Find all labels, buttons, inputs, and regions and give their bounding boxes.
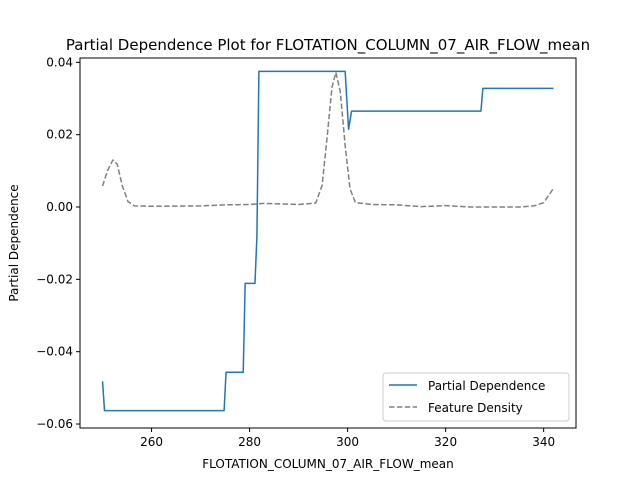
chart-title: Partial Dependence Plot for FLOTATION_CO… bbox=[66, 36, 590, 55]
y-axis-label: Partial Dependence bbox=[7, 184, 21, 301]
x-tick-label: 280 bbox=[238, 435, 261, 449]
y-tick-label: −0.02 bbox=[36, 272, 73, 286]
y-tick-label: 0.02 bbox=[46, 128, 73, 142]
x-tick-label: 260 bbox=[140, 435, 163, 449]
x-axis-label: FLOTATION_COLUMN_07_AIR_FLOW_mean bbox=[202, 457, 453, 471]
y-tick-label: −0.06 bbox=[36, 417, 73, 431]
y-tick-label: 0.04 bbox=[46, 55, 73, 69]
plot-area bbox=[79, 57, 577, 429]
y-axis: −0.06 −0.04 −0.02 0.00 0.02 0.04 bbox=[36, 55, 80, 431]
x-tick-label: 300 bbox=[336, 435, 359, 449]
axes-background bbox=[80, 58, 576, 428]
y-tick-label: −0.04 bbox=[36, 345, 73, 359]
legend-label-feature-density: Feature Density bbox=[428, 401, 523, 415]
legend-box bbox=[382, 372, 570, 422]
axes-frame bbox=[79, 57, 577, 429]
series-line-feature-density bbox=[101, 71, 555, 208]
series-line-partial-dependence bbox=[101, 70, 554, 412]
series-layer bbox=[101, 70, 555, 412]
legend: Partial Dependence Feature Density bbox=[382, 372, 570, 422]
legend-label-partial-dependence: Partial Dependence bbox=[428, 379, 545, 393]
x-tick-label: 320 bbox=[434, 435, 457, 449]
x-tick-label: 340 bbox=[532, 435, 555, 449]
y-tick-label: 0.00 bbox=[46, 200, 73, 214]
x-axis: 260 280 300 320 340 bbox=[140, 428, 555, 449]
